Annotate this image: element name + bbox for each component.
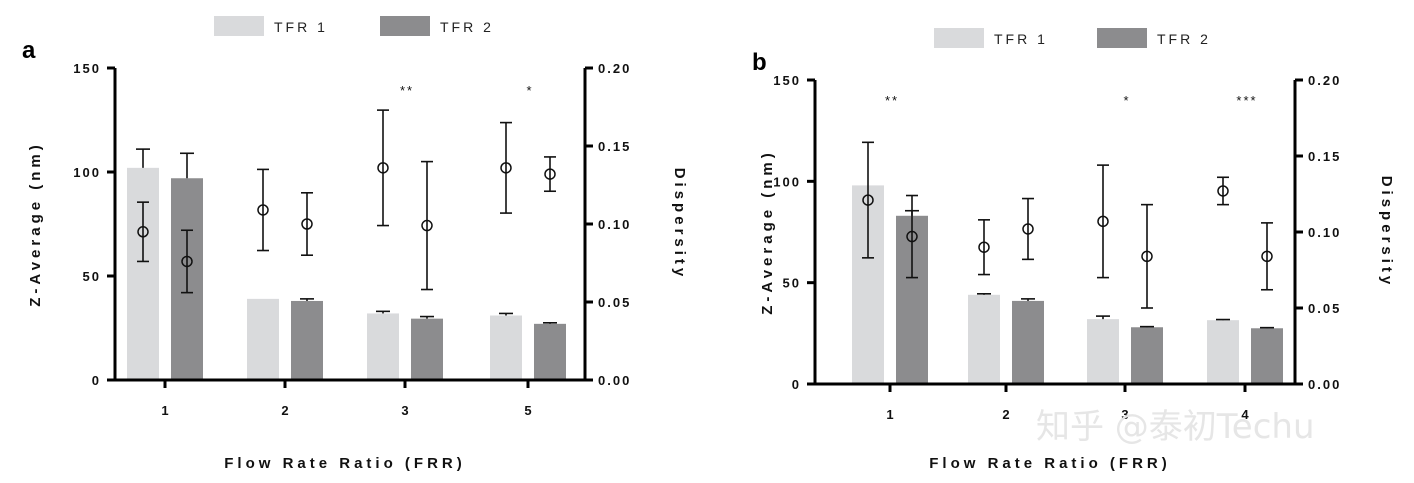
panel-b-y2-tick-label-0.15: 0.15 xyxy=(1308,149,1341,164)
panel-b-legend-swatch-2 xyxy=(1097,28,1147,48)
panel-a-significance-3: ** xyxy=(400,83,414,98)
panel-a-dispersity-point-1-5 xyxy=(500,162,512,174)
panel-b-y-tick-label-100: 100 xyxy=(773,174,801,189)
panel-a-dispersity-point-2-1 xyxy=(181,255,193,268)
panel-b-y-tick-label-150: 150 xyxy=(773,73,801,88)
panel-b-bar-1-2 xyxy=(968,294,1000,384)
panel-a-dispersity-point-2-2 xyxy=(301,218,313,230)
panel-a-legend-label-2: TFR 2 xyxy=(440,19,494,35)
panel-b-dispersity-point-2-2 xyxy=(1022,223,1034,235)
panel-b-x-tick-label-2: 2 xyxy=(1002,407,1011,422)
panel-a-y2-tick-label-0.05: 0.05 xyxy=(598,295,631,310)
panel-b-bar-1-4 xyxy=(1207,320,1239,384)
panel-b-bar-2-3 xyxy=(1131,327,1163,384)
panel-b-bar-2-2 xyxy=(1012,300,1044,384)
panel-b-dispersity-point-1-3 xyxy=(1097,215,1109,228)
panel-b-dispersity-point-1-1 xyxy=(862,194,874,206)
panel-a-y2-tick-label-0.15: 0.15 xyxy=(598,139,631,154)
panel-a-y-axis-label: Z-Average (nm) xyxy=(27,141,44,306)
panel-a-x-axis-label: Flow Rate Ratio (FRR) xyxy=(224,455,466,472)
panel-b-bar-1-3 xyxy=(1087,319,1119,384)
panel-a-legend-swatch-1 xyxy=(214,16,264,36)
panel-a-x-tick-label-2: 2 xyxy=(281,403,290,418)
panel-a-dispersity-point-2-5 xyxy=(544,168,556,180)
panel-a-y2-axis-label: Dispersity xyxy=(671,168,688,281)
panel-b-dispersity-point-2-4 xyxy=(1261,250,1273,263)
panel-a-bar-2-2 xyxy=(291,300,323,380)
panel-b-significance-1: ** xyxy=(885,93,899,108)
panel-b-bar-2-4 xyxy=(1251,328,1283,384)
watermark-text: 知乎 @泰初Techu xyxy=(1036,407,1315,447)
panel-b-legend-label-1: TFR 1 xyxy=(994,31,1048,47)
panel-a-bar-1-5 xyxy=(490,315,522,380)
panel-b-y2-tick-label-0.00: 0.00 xyxy=(1308,377,1341,392)
panel-a-x-tick-label-1: 1 xyxy=(161,403,170,418)
panel-b-y2-axis-label: Dispersity xyxy=(1378,176,1395,289)
panel-b-legend-label-2: TFR 2 xyxy=(1157,31,1211,47)
panel-b-dispersity-point-2-3 xyxy=(1141,250,1153,263)
panel-b-dispersity-point-1-4 xyxy=(1217,185,1229,197)
panel-a-y-tick-label-50: 50 xyxy=(83,269,101,284)
panel-a-y-tick-label-0: 0 xyxy=(92,373,101,388)
panel-a-bar-1-2 xyxy=(247,298,279,380)
panel-a-significance-5: * xyxy=(526,83,533,98)
panel-a-y2-tick-label-0.00: 0.00 xyxy=(598,373,631,388)
panel-b-legend-swatch-1 xyxy=(934,28,984,48)
panel-a-y2-tick-label-0.20: 0.20 xyxy=(598,61,631,76)
panel-b-y2-tick-label-0.20: 0.20 xyxy=(1308,73,1341,88)
panel-a-y-tick-label-150: 150 xyxy=(73,61,101,76)
panel-a-legend-label-1: TFR 1 xyxy=(274,19,328,35)
panel-b-y-axis-label: Z-Average (nm) xyxy=(759,149,776,314)
panel-a-y2-tick-label-0.10: 0.10 xyxy=(598,217,631,232)
panel-a-dispersity-point-1-2 xyxy=(257,204,269,216)
panel-a-dispersity-point-1-3 xyxy=(377,162,389,174)
panel-b-dispersity-point-1-2 xyxy=(978,241,990,253)
panel-b-significance-3: * xyxy=(1123,93,1130,108)
panel-a-bar-1-1 xyxy=(127,167,159,380)
panel-a-bar-1-3 xyxy=(367,313,399,380)
panel-b-y-tick-label-50: 50 xyxy=(783,276,801,291)
panel-a-legend-swatch-2 xyxy=(380,16,430,36)
panel-a-y-tick-label-100: 100 xyxy=(73,165,101,180)
panel-a-dispersity-point-2-3 xyxy=(421,219,433,232)
panel-b-x-axis-label: Flow Rate Ratio (FRR) xyxy=(929,455,1171,472)
panel-a-bar-2-5 xyxy=(534,323,566,380)
panel-b-y-tick-label-0: 0 xyxy=(792,377,801,392)
panel-b-dispersity-point-2-1 xyxy=(906,230,918,243)
panel-a-x-tick-label-3: 3 xyxy=(401,403,410,418)
panel-a-bar-2-3 xyxy=(411,318,443,380)
panel-b-y2-tick-label-0.10: 0.10 xyxy=(1308,225,1341,240)
panel-b-x-tick-label-3: 3 xyxy=(1121,407,1130,422)
panel-a-dispersity-point-1-1 xyxy=(137,226,149,238)
panel-b-label: b xyxy=(752,49,767,76)
panel-a-x-tick-label-5: 5 xyxy=(524,403,533,418)
panel-b-x-tick-label-1: 1 xyxy=(886,407,895,422)
panel-b-y2-tick-label-0.05: 0.05 xyxy=(1308,301,1341,316)
panel-b-significance-4: *** xyxy=(1236,93,1257,108)
panel-b-x-tick-label-4: 4 xyxy=(1241,407,1250,422)
panel-a-label: a xyxy=(22,37,36,64)
